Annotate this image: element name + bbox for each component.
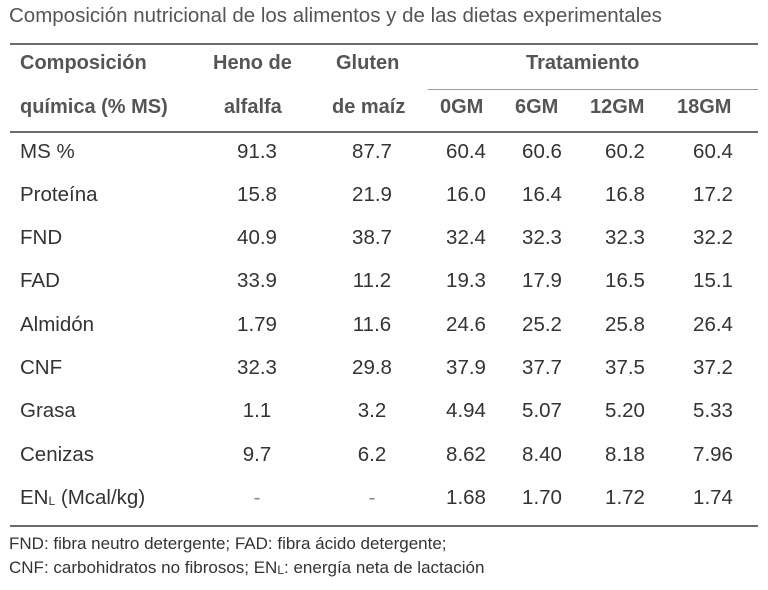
cell: 8.62 [446, 443, 486, 466]
top-rule [10, 43, 758, 45]
cell: 11.2 [352, 269, 392, 292]
header-treatment-12gm: 12GM [590, 96, 645, 118]
cell: 15.1 [693, 269, 733, 292]
header-treatment-0gm: 0GM [440, 96, 484, 118]
cell: 1.68 [446, 486, 486, 509]
cell: 16.4 [522, 183, 562, 206]
header-composition-line2: química (% MS) [20, 96, 168, 118]
cell: 60.2 [605, 140, 645, 163]
cell: 19.3 [446, 269, 486, 292]
header-treatment-18gm: 18GM [677, 96, 732, 118]
cell: 1.74 [693, 486, 733, 509]
cell: 11.6 [352, 313, 392, 336]
header-gluten-line2: de maíz [332, 96, 406, 118]
cell: 37.5 [605, 356, 645, 379]
cell: 5.20 [605, 399, 645, 422]
cell: 16.0 [446, 183, 486, 206]
footnote-line2: CNF: carbohidratos no fibrosos; ENL: ene… [9, 558, 484, 578]
cell: 33.9 [237, 269, 277, 292]
cell: 21.9 [352, 183, 392, 206]
cell: 9.7 [242, 443, 272, 466]
cell: 17.2 [693, 183, 733, 206]
cell: 37.7 [522, 356, 562, 379]
row-label: FND [20, 226, 63, 249]
cell: 7.96 [693, 443, 733, 466]
footnote-line2-b: : energía neta de lactación [284, 558, 485, 577]
header-alfalfa-line1: Heno de [213, 52, 292, 74]
cell: 37.9 [446, 356, 486, 379]
cell: 60.4 [693, 140, 733, 163]
cell: - [368, 486, 376, 509]
cell: 32.3 [237, 356, 277, 379]
cell: 38.7 [352, 226, 392, 249]
bottom-rule [10, 525, 758, 527]
cell: 1.79 [237, 313, 277, 336]
row-label-main: EN [20, 486, 49, 509]
cell: 40.9 [237, 226, 277, 249]
cell: 1.70 [522, 486, 562, 509]
row-label: MS % [20, 140, 75, 163]
row-label-unit: (Mcal/kg) [55, 486, 146, 509]
cell: 8.40 [522, 443, 562, 466]
row-label: Cenizas [20, 443, 95, 466]
table-title: Composición nutricional de los alimentos… [9, 4, 662, 27]
footnote-line1: FND: fibra neutro detergente; FAD: fibra… [9, 534, 447, 553]
cell: 32.3 [522, 226, 562, 249]
cell: 25.2 [522, 313, 562, 336]
row-label: Grasa [20, 399, 76, 422]
cell: 37.2 [693, 356, 733, 379]
cell: - [253, 486, 261, 509]
cell: 32.4 [446, 226, 486, 249]
treatment-group-rule [428, 89, 758, 90]
row-label: CNF [20, 356, 63, 379]
header-composition-line1: Composición [20, 52, 147, 74]
row-label: FAD [20, 269, 60, 292]
cell: 8.18 [605, 443, 645, 466]
cell: 32.3 [605, 226, 645, 249]
cell: 6.2 [357, 443, 387, 466]
cell: 24.6 [446, 313, 486, 336]
cell: 16.8 [605, 183, 645, 206]
header-gluten-line1: Gluten [336, 52, 400, 74]
footnote-line2-a: CNF: carbohidratos no fibrosos; EN [9, 558, 278, 577]
header-rule [10, 131, 758, 133]
cell: 5.33 [693, 399, 733, 422]
cell: 25.8 [605, 313, 645, 336]
cell: 26.4 [693, 313, 733, 336]
row-label-subscript: L [48, 494, 56, 508]
header-alfalfa-line2: alfalfa [224, 96, 282, 118]
cell: 17.9 [522, 269, 562, 292]
cell: 87.7 [352, 140, 392, 163]
cell: 4.94 [446, 399, 486, 422]
cell: 60.4 [446, 140, 486, 163]
footnote-subscript: L [277, 563, 285, 577]
header-treatment-6gm: 6GM [515, 96, 559, 118]
cell: 3.2 [357, 399, 387, 422]
cell: 5.07 [522, 399, 562, 422]
cell: 15.8 [237, 183, 277, 206]
row-label: Proteína [20, 183, 98, 206]
row-label: Almidón [20, 313, 95, 336]
cell: 91.3 [237, 140, 277, 163]
cell: 1.72 [605, 486, 645, 509]
cell: 1.1 [242, 399, 272, 422]
cell: 29.8 [352, 356, 392, 379]
cell: 60.6 [522, 140, 562, 163]
cell: 32.2 [693, 226, 733, 249]
header-treatment-group: Tratamiento [526, 52, 640, 74]
row-label: ENL (Mcal/kg) [20, 486, 145, 510]
cell: 16.5 [605, 269, 645, 292]
